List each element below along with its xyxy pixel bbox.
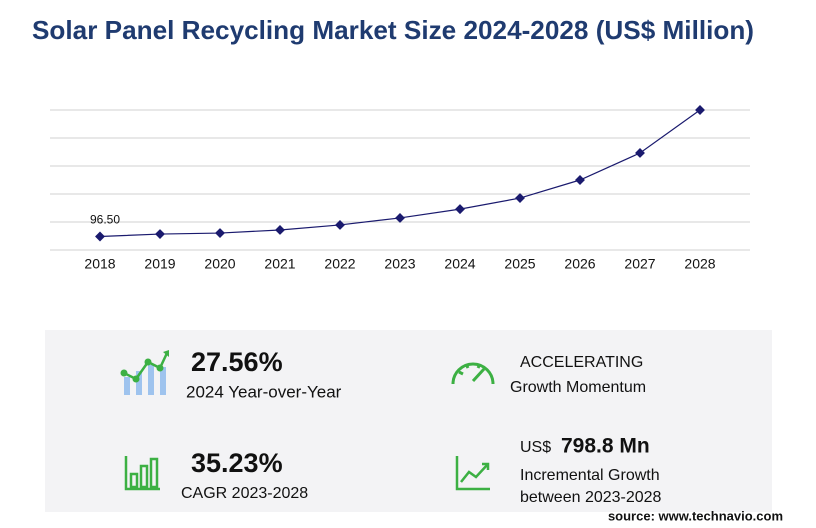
stat-value: 27.56% [191,347,283,377]
stat-prefix: US$ [520,439,551,456]
cagr-icon [124,456,160,491]
data-label: 96.50 [90,213,120,227]
stat-label: Incremental Growth [520,467,660,484]
stats-panel [45,330,772,512]
x-tick-label: 2024 [444,256,475,272]
x-tick-label: 2020 [204,256,235,272]
stat-label: 2024 Year-over-Year [186,382,342,401]
chart-title: Solar Panel Recycling Market Size 2024-2… [32,15,754,45]
stat-label: between 2023-2028 [520,489,662,506]
stat-label: CAGR 2023-2028 [181,485,308,502]
x-tick-label: 2025 [504,256,535,272]
x-tick-label: 2021 [264,256,295,272]
point [95,231,105,242]
x-tick-label: 2022 [324,256,355,272]
stat-value: ACCELERATING [520,354,643,371]
point [455,204,465,215]
point [515,193,525,204]
point [635,148,645,158]
point [695,105,705,115]
x-tick-label: 2028 [684,256,715,272]
x-tick-label: 2018 [84,256,115,272]
point [275,225,285,235]
gauge-icon [451,362,495,385]
x-tick-label: 2023 [384,256,415,272]
stat-value: 798.8 Mn [561,435,650,458]
x-tick-label: 2027 [624,256,655,272]
growth-icon [455,456,490,491]
point [395,212,405,223]
point [155,229,165,239]
x-tick-label: 2019 [144,256,175,272]
point [575,175,585,185]
yoy-icon [120,350,169,395]
x-tick-label: 2026 [564,256,595,272]
stat-label: Growth Momentum [510,379,646,396]
point [215,228,225,239]
stat-value: 35.23% [191,448,283,478]
point [335,219,345,230]
source: source: www.technavio.com [608,508,783,523]
